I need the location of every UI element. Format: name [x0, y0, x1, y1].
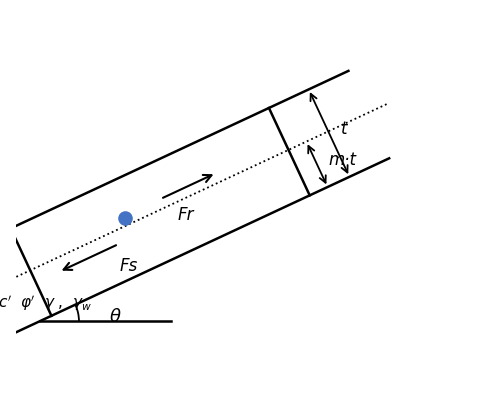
- Point: [121, 215, 129, 221]
- Text: θ: θ: [110, 307, 121, 325]
- Text: Fr: Fr: [178, 206, 194, 224]
- Text: t: t: [341, 119, 347, 137]
- Text: $c'$  $\varphi'$  $\gamma$ ,  $\gamma_w$: $c'$ $\varphi'$ $\gamma$ , $\gamma_w$: [0, 292, 92, 312]
- Text: Fs: Fs: [119, 256, 138, 274]
- Text: m·t: m·t: [329, 151, 357, 169]
